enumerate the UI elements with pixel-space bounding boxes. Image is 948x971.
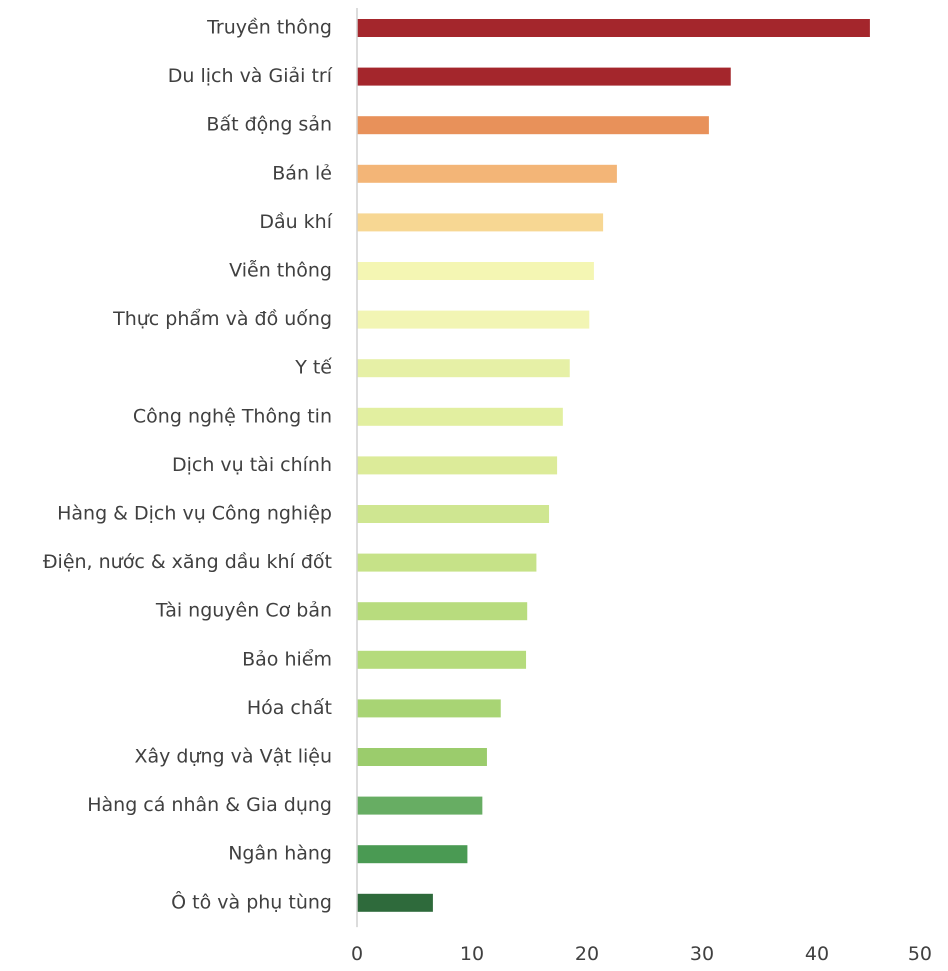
category-label: Viễn thông — [229, 259, 332, 282]
category-label: Hàng cá nhân & Gia dụng — [87, 794, 332, 816]
category-label: Y tế — [294, 357, 332, 379]
bar — [357, 845, 468, 864]
bar — [357, 19, 870, 37]
x-tick-label: 30 — [690, 943, 714, 965]
bar — [357, 650, 527, 669]
category-label: Dầu khí — [259, 211, 332, 233]
bar — [357, 893, 433, 912]
value-axis-tick-labels: 0 10 20 30 40 50 — [351, 943, 932, 965]
category-label: Xây dựng và Vật liệu — [134, 746, 332, 768]
bar — [357, 553, 537, 572]
category-labels: Truyền thông Du lịch và Giải trí Bất động … — [43, 17, 333, 914]
bars-group — [357, 19, 870, 912]
bar — [357, 359, 570, 378]
x-tick-label: 50 — [908, 943, 932, 965]
bar — [357, 699, 501, 718]
x-tick-label: 10 — [460, 943, 484, 965]
category-label: Truyền thông — [206, 17, 332, 39]
category-label: Công nghệ Thông tin — [133, 405, 332, 427]
bar — [357, 116, 709, 135]
bar — [357, 505, 550, 523]
bar — [357, 164, 617, 183]
category-label: Dịch vụ tài chính — [172, 454, 332, 476]
category-label: Ô tô và phụ tùng — [171, 889, 332, 913]
category-label: Hàng & Dịch vụ Công nghiệp — [57, 503, 332, 525]
bar — [357, 407, 563, 426]
category-label: Bảo hiểm — [242, 648, 332, 670]
category-label: Bất động sản — [206, 114, 332, 136]
bar — [357, 602, 528, 621]
bar — [357, 67, 731, 86]
bar — [357, 213, 604, 232]
x-tick-label: 20 — [575, 943, 599, 965]
bar — [357, 310, 590, 329]
bar — [357, 262, 594, 280]
bar — [357, 456, 558, 475]
category-label: Bán lẻ — [272, 162, 332, 184]
category-label: Thực phẩm và đồ uống — [112, 308, 332, 330]
category-label: Điện, nước & xăng dầu khí đốt — [43, 551, 332, 573]
category-label: Hóa chất — [247, 697, 332, 719]
bar — [357, 748, 487, 766]
x-tick-label: 0 — [351, 943, 363, 965]
x-tick-label: 40 — [805, 943, 829, 965]
bar — [357, 796, 483, 815]
category-label: Du lịch và Giải trí — [168, 65, 333, 87]
category-label: Ngân hàng — [228, 843, 332, 865]
category-label: Tài nguyên Cơ bản — [155, 600, 332, 622]
